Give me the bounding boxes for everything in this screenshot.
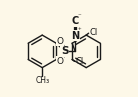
Text: C: C xyxy=(72,16,79,26)
Text: S: S xyxy=(61,46,68,56)
Text: ⁻: ⁻ xyxy=(77,13,81,19)
Text: O: O xyxy=(57,57,64,66)
Text: Cl: Cl xyxy=(89,28,97,37)
Text: O: O xyxy=(57,37,64,46)
Text: Cl: Cl xyxy=(75,57,83,66)
Text: CH₃: CH₃ xyxy=(35,76,49,85)
Text: ⁺: ⁺ xyxy=(78,28,81,34)
Text: N: N xyxy=(71,31,79,41)
